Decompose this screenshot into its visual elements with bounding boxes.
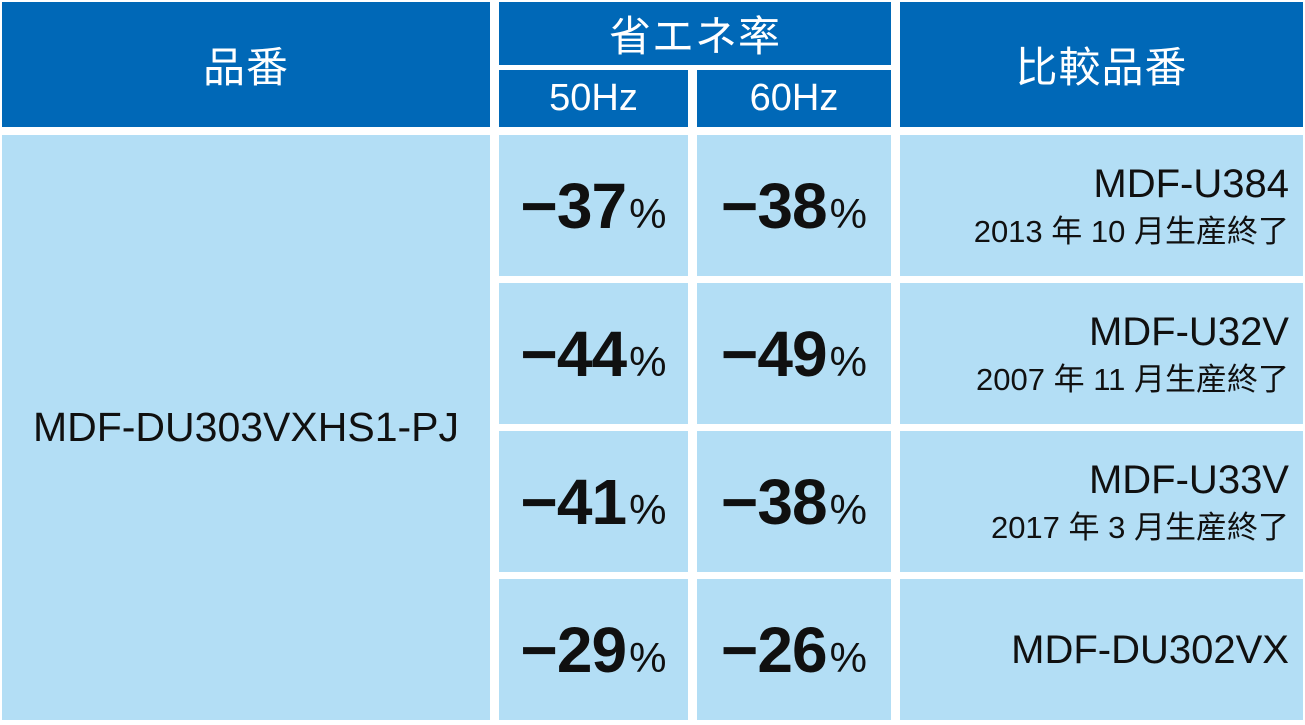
saving-number: −38	[721, 465, 828, 538]
percent-sign: %	[829, 189, 867, 237]
saving-rate-value: −49%	[721, 317, 867, 391]
comparison-model: MDF-U32V	[1088, 310, 1289, 355]
percent-sign: %	[829, 633, 867, 681]
saving-number: −41	[520, 465, 628, 538]
comparison-cell-row-3: MDF-U33V 2017 年 3 月生産終了	[900, 431, 1303, 572]
saving-60hz-row-4: −26%	[697, 579, 891, 720]
percent-sign: %	[829, 485, 867, 533]
header-60hz: 60Hz	[697, 70, 891, 127]
saving-60hz-row-3: −38%	[697, 431, 891, 572]
comparison-cell-row-1: MDF-U384 2013 年 10 月生産終了	[900, 135, 1303, 276]
percent-sign: %	[629, 633, 667, 681]
saving-60hz-row-1: −38%	[697, 135, 891, 276]
saving-rate-value: −37%	[521, 169, 667, 243]
saving-rate-value: −38%	[721, 169, 867, 243]
saving-number: −49	[721, 317, 828, 390]
saving-60hz-row-2: −49%	[697, 283, 891, 424]
saving-rate-value: −44%	[521, 317, 667, 391]
saving-50hz-row-2: −44%	[499, 283, 688, 424]
saving-rate-value: −41%	[521, 465, 667, 539]
comparison-note: 2017 年 3 月生産終了	[990, 510, 1289, 546]
saving-number: −26	[721, 613, 828, 686]
saving-rate-value: −26%	[721, 613, 867, 687]
percent-sign: %	[629, 189, 667, 237]
comparison-note: 2013 年 10 月生産終了	[973, 214, 1289, 250]
comparison-model: MDF-U384	[1093, 162, 1289, 207]
saving-rate-value: −38%	[721, 465, 867, 539]
comparison-cell-row-2: MDF-U32V 2007 年 11 月生産終了	[900, 283, 1303, 424]
saving-50hz-row-3: −41%	[499, 431, 688, 572]
comparison-model: MDF-U33V	[1088, 458, 1289, 503]
saving-number: −44	[520, 317, 628, 390]
comparison-note: 2007 年 11 月生産終了	[976, 362, 1289, 398]
saving-number: −29	[520, 613, 628, 686]
saving-number: −37	[520, 169, 628, 242]
header-comparison-product: 比較品番	[900, 2, 1303, 127]
percent-sign: %	[829, 337, 867, 385]
percent-sign: %	[629, 485, 667, 533]
percent-sign: %	[629, 337, 667, 385]
saving-50hz-row-1: −37%	[499, 135, 688, 276]
saving-number: −38	[721, 169, 828, 242]
header-50hz: 50Hz	[499, 70, 688, 127]
comparison-cell-row-4: MDF-DU302VX	[900, 579, 1303, 720]
product-model-cell: MDF-DU303VXHS1-PJ	[2, 135, 490, 720]
saving-50hz-row-4: −29%	[499, 579, 688, 720]
saving-rate-value: −29%	[521, 613, 667, 687]
header-energy-saving-rate: 省エネ率	[499, 2, 891, 65]
header-product-number: 品番	[2, 2, 490, 127]
comparison-model: MDF-DU302VX	[1011, 627, 1289, 672]
